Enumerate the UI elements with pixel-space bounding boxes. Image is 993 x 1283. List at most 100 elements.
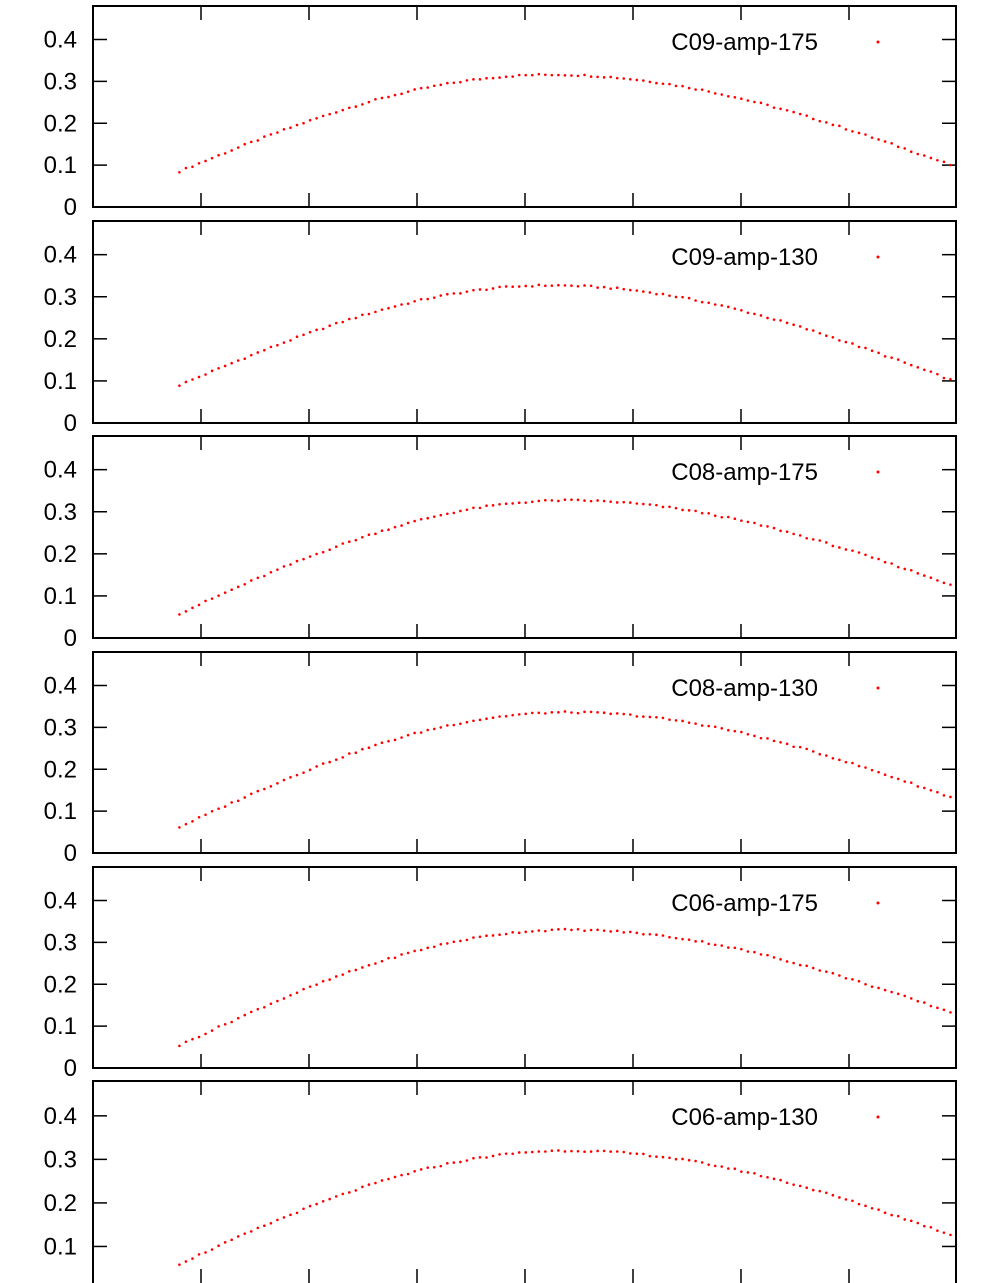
data-point xyxy=(459,292,462,295)
data-point xyxy=(230,361,233,365)
data-point xyxy=(766,737,769,740)
data-point xyxy=(909,781,913,784)
data-point xyxy=(472,1156,475,1160)
data-point xyxy=(805,1186,809,1190)
data-point xyxy=(838,758,841,762)
data-point xyxy=(766,953,769,957)
data-point xyxy=(256,1226,260,1230)
data-point xyxy=(276,999,279,1003)
data-point xyxy=(700,939,704,943)
data-point xyxy=(178,826,181,829)
data-point xyxy=(707,301,710,305)
data-point xyxy=(655,503,658,507)
data-point xyxy=(838,546,841,549)
data-point xyxy=(694,88,697,91)
data-point xyxy=(720,727,724,730)
data-point xyxy=(785,742,789,746)
data-point xyxy=(256,1007,260,1011)
data-point xyxy=(740,97,743,100)
data-point xyxy=(883,988,887,992)
data-point xyxy=(328,548,331,552)
data-point xyxy=(648,932,652,936)
data-point xyxy=(753,950,756,954)
data-point xyxy=(485,1156,488,1159)
data-point xyxy=(387,528,390,532)
data-point xyxy=(589,928,593,932)
data-point xyxy=(263,135,266,138)
data-point xyxy=(308,330,312,334)
data-point xyxy=(942,581,946,585)
data-point xyxy=(805,536,809,540)
data-point xyxy=(354,105,358,108)
data-point xyxy=(903,994,907,998)
data-point xyxy=(916,999,920,1003)
data-point xyxy=(759,101,763,105)
data-point xyxy=(779,319,782,322)
data-point xyxy=(491,934,495,937)
data-point xyxy=(720,304,724,307)
data-point xyxy=(798,745,802,749)
data-point xyxy=(870,1206,874,1210)
data-point xyxy=(589,710,593,714)
data-point xyxy=(406,90,410,93)
data-point xyxy=(269,785,273,788)
y-tick-label: 0.3 xyxy=(44,68,77,95)
data-point xyxy=(733,517,737,521)
data-point xyxy=(851,1199,854,1203)
data-point xyxy=(642,502,645,506)
data-point xyxy=(191,1037,194,1041)
y-tick-label: 0.2 xyxy=(44,756,77,783)
data-point xyxy=(831,544,835,548)
data-point xyxy=(733,1167,737,1170)
data-point xyxy=(838,124,841,128)
data-point xyxy=(289,1213,292,1217)
data-point xyxy=(681,295,684,299)
data-point xyxy=(811,117,815,121)
data-point xyxy=(615,1150,619,1153)
data-point xyxy=(700,88,704,91)
data-point xyxy=(249,353,253,357)
data-point xyxy=(668,1156,671,1160)
data-point xyxy=(909,363,913,367)
data-point xyxy=(818,752,822,756)
data-point xyxy=(916,1221,920,1225)
data-point xyxy=(517,285,521,288)
data-point xyxy=(504,932,508,936)
data-point xyxy=(354,751,358,755)
data-point xyxy=(648,291,652,294)
data-point xyxy=(295,123,299,127)
data-point xyxy=(321,1199,325,1203)
data-point xyxy=(805,114,809,117)
data-point xyxy=(857,551,861,554)
data-point xyxy=(485,934,488,938)
data-point xyxy=(583,499,586,502)
data-point xyxy=(792,745,795,749)
y-tick-label: 0.3 xyxy=(44,284,77,311)
y-tick-label: 0.2 xyxy=(44,541,77,568)
data-point xyxy=(792,323,795,327)
data-point xyxy=(249,1230,253,1233)
data-point xyxy=(380,529,384,533)
data-point xyxy=(210,1248,214,1251)
data-point xyxy=(779,107,782,111)
data-point xyxy=(909,150,913,153)
data-point xyxy=(243,796,247,799)
data-point xyxy=(354,1189,358,1192)
data-point xyxy=(256,576,260,580)
data-point xyxy=(256,351,260,354)
series-points xyxy=(178,927,956,1048)
y-tick-label: 0.4 xyxy=(44,457,77,484)
data-point xyxy=(570,1149,573,1153)
data-point xyxy=(544,498,547,502)
data-point xyxy=(302,771,305,774)
data-point xyxy=(792,110,795,114)
data-point xyxy=(635,715,639,718)
data-point xyxy=(557,711,560,714)
data-point xyxy=(870,136,874,139)
data-point xyxy=(576,284,580,288)
data-point xyxy=(217,366,220,370)
data-point xyxy=(524,1151,528,1154)
data-point xyxy=(642,715,645,718)
data-point xyxy=(550,499,554,502)
